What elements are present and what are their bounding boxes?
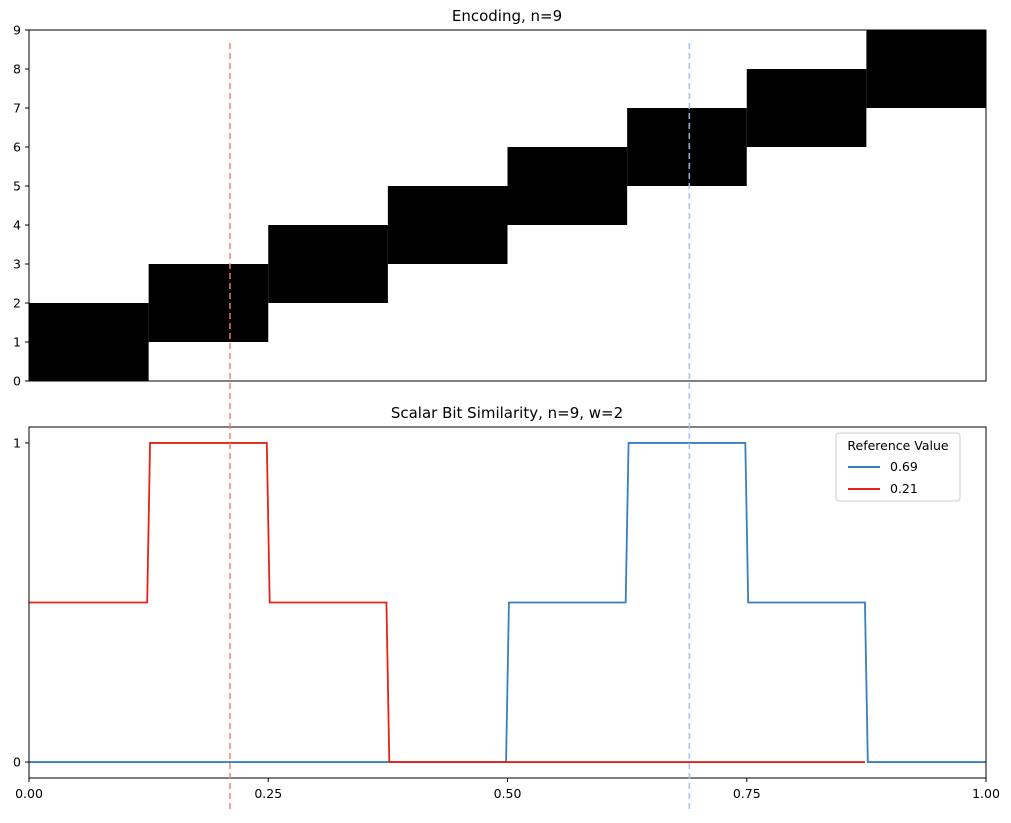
encoding-y-tick-label-7: 7 [13,101,21,116]
similarity-y-tick-label-0: 0 [13,755,21,770]
encoding-y-tick-label-5: 5 [13,179,21,194]
legend-label-0: 0.69 [890,459,918,474]
encoding-bar-1 [148,264,269,342]
similarity-x-tick-label-0: 0.00 [15,786,43,801]
similarity-x-tick-label-3: 0.75 [733,786,761,801]
reference-lines [229,43,691,813]
similarity-y-tick-label-1: 1 [13,435,21,450]
encoding-y-tick-label-4: 4 [13,218,21,233]
encoding-y-tick-label-3: 3 [13,257,21,272]
encoding-panel: Encoding, n=9 0 1 2 3 4 5 6 7 8 9 [13,7,987,389]
encoding-y-tick-label-0: 0 [13,374,21,389]
encoding-bar-6 [746,69,867,147]
encoding-y-tick-label-2: 2 [13,296,21,311]
similarity-x-tick-label-1: 0.25 [254,786,282,801]
similarity-x-tick-label-2: 0.50 [494,786,522,801]
encoding-y-ticks: 0 1 2 3 4 5 6 7 8 9 [13,23,29,389]
legend: Reference Value 0.69 0.21 [835,432,961,502]
legend-box [835,432,961,502]
encoding-bar-2 [268,225,388,303]
similarity-title: Scalar Bit Similarity, n=9, w=2 [391,404,623,422]
series-line-0.69 [29,442,986,763]
encoding-y-tick-label-1: 1 [13,335,21,350]
similarity-lines [29,442,986,763]
encoding-axes-frame [28,29,987,382]
encoding-bar-0 [29,303,149,381]
legend-label-1: 0.21 [890,481,918,496]
encoding-y-tick-label-8: 8 [13,62,21,77]
legend-title: Reference Value [847,438,949,453]
encoding-bar-4 [507,147,628,225]
similarity-panel: Scalar Bit Similarity, n=9, w=2 01 0.00 0… [13,404,1000,801]
encoding-bars [29,30,986,381]
encoding-bar-5 [627,108,747,186]
similarity-x-ticks: 0.00 0.25 0.50 0.75 1.00 [15,778,1000,801]
encoding-bar-3 [387,186,508,264]
similarity-y-ticks: 01 [13,435,29,770]
encoding-title: Encoding, n=9 [452,7,562,25]
encoding-y-tick-label-6: 6 [13,140,21,155]
encoding-y-tick-label-9: 9 [13,23,21,38]
series-line-0.21 [29,442,865,763]
encoding-bar-7 [866,30,986,108]
similarity-x-tick-label-4: 1.00 [972,786,1000,801]
